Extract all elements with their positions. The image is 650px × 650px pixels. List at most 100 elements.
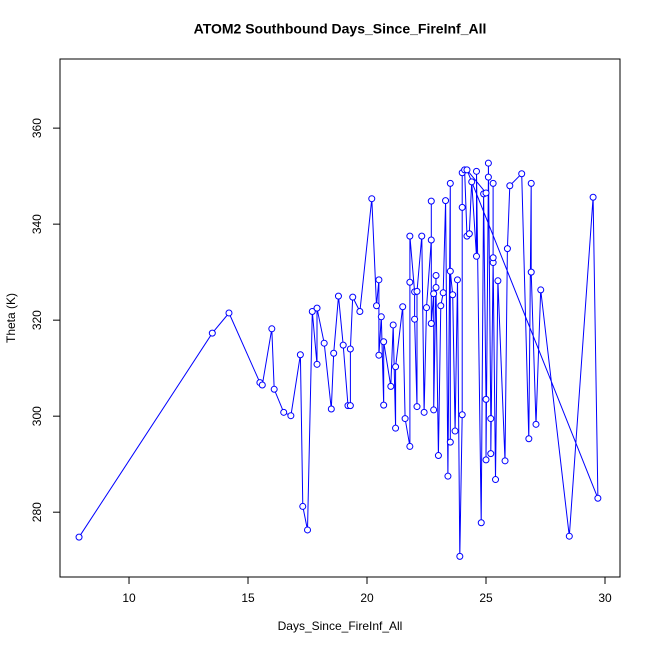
data-point <box>423 304 431 312</box>
data-point <box>327 405 335 413</box>
data-point <box>489 179 497 187</box>
plot-frame <box>59 58 621 578</box>
data-point <box>427 236 435 244</box>
data-point <box>418 232 426 240</box>
data-point <box>368 195 376 203</box>
data-point <box>427 320 435 328</box>
data-point <box>430 290 438 298</box>
data-point <box>477 519 485 527</box>
x-axis-label: Days_Since_FireInf_All <box>278 619 403 633</box>
data-point <box>208 329 216 337</box>
data-point <box>482 189 490 197</box>
data-point <box>463 166 471 174</box>
data-point <box>380 338 388 346</box>
data-point <box>594 494 602 502</box>
data-point <box>349 293 357 301</box>
data-point <box>373 302 381 310</box>
data-point <box>484 159 492 167</box>
data-point <box>313 360 321 368</box>
data-point <box>356 308 364 316</box>
data-point <box>503 245 511 253</box>
data-point <box>532 420 540 428</box>
data-point <box>442 197 450 205</box>
data-point <box>472 252 480 260</box>
y-axis-label: Theta (K) <box>4 293 18 343</box>
x-tick-label: 15 <box>241 591 255 605</box>
x-tick-label: 30 <box>598 591 612 605</box>
data-point <box>411 315 419 323</box>
data-point <box>401 415 409 423</box>
data-point <box>225 309 233 317</box>
data-point <box>527 268 535 276</box>
data-point <box>449 291 457 299</box>
data-point <box>375 351 383 359</box>
data-point <box>446 438 454 446</box>
data-point <box>468 178 476 186</box>
data-point <box>313 304 321 312</box>
data-point <box>482 395 490 403</box>
data-point <box>537 286 545 294</box>
data-point <box>427 197 435 205</box>
data-point <box>296 351 304 359</box>
y-tick-label: 300 <box>30 406 44 426</box>
x-tick-label: 10 <box>122 591 136 605</box>
data-point <box>432 284 440 292</box>
data-point <box>320 339 328 347</box>
data-point <box>453 276 461 284</box>
y-tick-label: 280 <box>30 502 44 522</box>
data-point <box>494 277 502 285</box>
data-point <box>406 232 414 240</box>
data-point <box>472 167 480 175</box>
data-point <box>482 456 490 464</box>
data-point <box>518 170 526 178</box>
data-point <box>439 289 447 297</box>
data-point <box>432 272 440 280</box>
data-point <box>334 292 342 300</box>
data-point <box>387 382 395 390</box>
data-point <box>308 308 316 316</box>
data-point <box>413 287 421 295</box>
data-point <box>434 452 442 460</box>
data-point <box>287 412 295 420</box>
data-point <box>304 526 312 534</box>
data-point <box>458 411 466 419</box>
data-point <box>392 424 400 432</box>
data-point <box>487 415 495 423</box>
data-point <box>446 179 454 187</box>
data-point <box>406 442 414 450</box>
chart-title: ATOM2 Southbound Days_Since_FireInf_All <box>194 21 487 37</box>
data-point <box>525 435 533 443</box>
data-point <box>451 427 459 435</box>
y-tick-label: 340 <box>30 214 44 234</box>
y-tick-label: 320 <box>30 310 44 330</box>
data-point <box>406 278 414 286</box>
data-point <box>446 267 454 275</box>
data-point <box>465 230 473 238</box>
data-point <box>268 325 276 333</box>
data-point <box>380 401 388 409</box>
data-point <box>437 302 445 310</box>
data-point <box>330 349 338 357</box>
x-tick-label: 20 <box>360 591 374 605</box>
data-point <box>492 476 500 484</box>
data-point <box>258 381 266 389</box>
data-point <box>501 457 509 465</box>
data-point <box>413 403 421 411</box>
y-tick-label: 360 <box>30 118 44 138</box>
data-point <box>346 345 354 353</box>
data-point <box>444 472 452 480</box>
data-point <box>487 450 495 458</box>
data-point <box>75 533 83 541</box>
data-point <box>420 408 428 416</box>
data-point <box>456 552 464 560</box>
data-line <box>78 163 599 557</box>
data-point <box>389 321 397 329</box>
data-point <box>270 385 278 393</box>
data-point <box>565 532 573 540</box>
x-tick-label: 25 <box>479 591 493 605</box>
data-point <box>346 402 354 410</box>
data-point <box>375 276 383 284</box>
data-point <box>589 193 597 201</box>
data-point <box>377 313 385 321</box>
